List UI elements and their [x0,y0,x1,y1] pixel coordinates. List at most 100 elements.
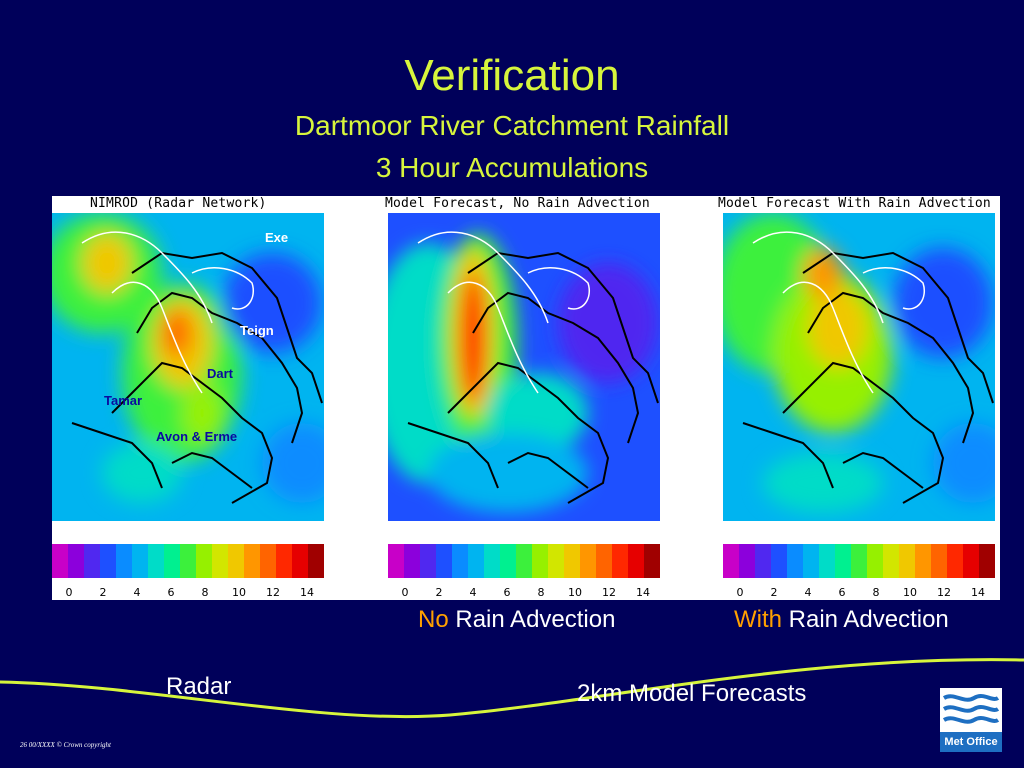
scale-swatch [404,544,420,578]
panel-title-no-advection: Model Forecast, No Rain Advection [385,196,650,211]
model-forecasts-label: 2km Model Forecasts [577,680,807,707]
scale-tick-label: 0 [401,586,409,599]
scale-tick-label: 0 [65,586,73,599]
color-scale-radar [52,544,324,578]
river-label-teign: Teign [240,323,274,338]
scale-swatch [596,544,612,578]
met-office-logo: Met Office [940,688,1002,752]
scale-swatch [628,544,644,578]
scale-swatch [516,544,532,578]
scale-swatch [867,544,883,578]
panel-title-radar: NIMROD (Radar Network) [90,196,267,211]
scale-swatch [739,544,755,578]
no-advection-map [388,213,660,521]
scale-swatch [84,544,100,578]
scale-swatch [420,544,436,578]
scale-tick-label: 8 [537,586,545,599]
scale-swatch [787,544,803,578]
scale-tick-label: 14 [300,586,314,599]
scale-ticks-radar: 0 2 4 6 8 10 12 14 [52,586,324,600]
caption-with-rest: Rain Advection [782,606,949,633]
caption-with-advection: With Rain Advection [734,606,949,634]
scale-tick-label: 8 [201,586,209,599]
slide-title: Verification [404,51,620,100]
scale-swatch [771,544,787,578]
scale-tick-label: 10 [568,586,582,599]
slide-subtitle-line2: 3 Hour Accumulations [375,152,649,183]
scale-swatch [148,544,164,578]
scale-tick-label: 4 [804,586,812,599]
scale-swatch [68,544,84,578]
scale-tick-label: 0 [736,586,744,599]
footer-text: 26 00/XXXX © Crown copyright [20,741,111,749]
scale-tick-label: 6 [503,586,511,599]
scale-swatch [835,544,851,578]
scale-swatch [819,544,835,578]
scale-swatch [308,544,324,578]
scale-swatch [116,544,132,578]
scale-tick-label: 2 [435,586,443,599]
scale-swatch [532,544,548,578]
scale-swatch [484,544,500,578]
scale-swatch [500,544,516,578]
scale-swatch [276,544,292,578]
scale-swatch [963,544,979,578]
scale-ticks-no-advection: 0 2 4 6 8 10 12 14 [388,586,660,600]
caption-no-rest: Rain Advection [448,606,616,633]
scale-swatch [164,544,180,578]
map-panels: NIMROD (Radar Network) [52,196,1000,600]
river-label-avon-erme: Avon & Erme [156,429,238,444]
scale-swatch [979,544,995,578]
caption-with-prefix: With [734,606,782,633]
scale-swatch [931,544,947,578]
scale-tick-label: 14 [971,586,985,599]
scale-swatch [723,544,739,578]
panel-title-with-advection: Model Forecast With Rain Advection [718,196,991,211]
scale-tick-label: 6 [167,586,175,599]
radar-label: Radar [166,673,232,700]
color-scale-no-advection [388,544,660,578]
scale-swatch [644,544,660,578]
scale-swatch [883,544,899,578]
scale-tick-label: 12 [937,586,951,599]
color-scale-with-advection [723,544,995,578]
waves-icon [942,694,1000,724]
scale-swatch [452,544,468,578]
scale-swatch [180,544,196,578]
scale-tick-label: 14 [636,586,650,599]
scale-swatch [468,544,484,578]
scale-swatch [915,544,931,578]
scale-tick-label: 8 [872,586,880,599]
scale-tick-label: 6 [838,586,846,599]
scale-tick-label: 4 [133,586,141,599]
scale-tick-label: 2 [770,586,778,599]
scale-swatch [212,544,228,578]
radar-map: Exe Teign Dart Tamar Avon & Erme [52,213,324,521]
scale-swatch [548,544,564,578]
scale-swatch [564,544,580,578]
scale-swatch [803,544,819,578]
scale-swatch [947,544,963,578]
scale-swatch [228,544,244,578]
scale-swatch [899,544,915,578]
caption-no-advection: No Rain Advection [418,606,615,634]
slide-subtitle-line1: Dartmoor River Catchment Rainfall [294,110,730,141]
scale-tick-label: 10 [232,586,246,599]
river-label-exe: Exe [265,230,289,245]
river-label-dart: Dart [207,366,234,381]
scale-swatch [196,544,212,578]
scale-swatch [132,544,148,578]
decorative-swoosh [0,658,1024,719]
scale-swatch [612,544,628,578]
scale-tick-label: 10 [903,586,917,599]
scale-tick-label: 12 [266,586,280,599]
scale-swatch [244,544,260,578]
scale-tick-label: 4 [469,586,477,599]
scale-swatch [851,544,867,578]
scale-swatch [292,544,308,578]
scale-ticks-with-advection: 0 2 4 6 8 10 12 14 [723,586,995,600]
scale-swatch [755,544,771,578]
scale-swatch [260,544,276,578]
scale-tick-label: 2 [99,586,107,599]
logo-text: Met Office [940,732,1002,752]
